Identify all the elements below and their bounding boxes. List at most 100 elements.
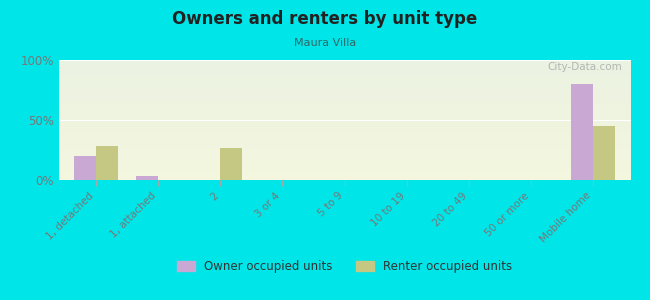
Bar [58, 173, 630, 174]
Bar [58, 129, 630, 130]
Bar [58, 160, 630, 161]
Bar [58, 120, 630, 121]
Bar [58, 81, 630, 82]
Bar [58, 176, 630, 177]
Bar [58, 77, 630, 78]
Bar [58, 168, 630, 169]
Bar [58, 109, 630, 110]
Bar [58, 122, 630, 123]
Bar [58, 170, 630, 171]
Bar [58, 119, 630, 120]
Bar [58, 139, 630, 140]
Bar [58, 72, 630, 73]
Bar [58, 61, 630, 62]
Bar [58, 110, 630, 111]
Bar [58, 116, 630, 117]
Bar [58, 144, 630, 145]
Bar [571, 84, 593, 180]
Bar [58, 115, 630, 116]
Bar [58, 90, 630, 91]
Bar [58, 177, 630, 178]
Bar [58, 145, 630, 146]
Bar [593, 126, 615, 180]
Bar [58, 175, 630, 176]
Bar [58, 114, 630, 115]
Bar [58, 88, 630, 89]
Bar [58, 146, 630, 147]
Bar [58, 105, 630, 106]
Bar [58, 161, 630, 162]
Bar [58, 174, 630, 175]
Bar [58, 179, 630, 180]
Bar [96, 146, 118, 180]
Bar [58, 113, 630, 114]
Bar [58, 142, 630, 143]
Bar [58, 106, 630, 107]
Bar [58, 64, 630, 65]
Text: Owners and renters by unit type: Owners and renters by unit type [172, 11, 478, 28]
Bar [58, 141, 630, 142]
Bar [58, 84, 630, 85]
Bar [58, 162, 630, 163]
Bar [58, 124, 630, 125]
Bar [58, 126, 630, 127]
Bar [58, 103, 630, 104]
Bar [58, 93, 630, 94]
Bar [58, 87, 630, 88]
Bar [58, 167, 630, 168]
Bar [58, 132, 630, 133]
Bar [58, 133, 630, 134]
Bar [58, 136, 630, 137]
Bar [58, 125, 630, 126]
Bar [58, 82, 630, 83]
Bar [58, 169, 630, 170]
Bar [58, 85, 630, 86]
Bar [58, 135, 630, 136]
Text: Maura Villa: Maura Villa [294, 38, 356, 47]
Bar [58, 104, 630, 105]
Bar [58, 107, 630, 108]
Bar [58, 76, 630, 77]
Bar [58, 102, 630, 103]
Bar [58, 95, 630, 96]
Bar [58, 123, 630, 124]
Bar [58, 152, 630, 153]
Bar [58, 164, 630, 165]
Bar [58, 79, 630, 80]
Bar [58, 97, 630, 98]
Bar [58, 148, 630, 149]
Bar [58, 134, 630, 135]
Bar [58, 92, 630, 93]
Bar [58, 147, 630, 148]
Bar [58, 89, 630, 90]
Bar [58, 171, 630, 172]
Bar [58, 69, 630, 70]
Bar [58, 73, 630, 74]
Bar [58, 94, 630, 95]
Bar [58, 111, 630, 112]
Bar [58, 65, 630, 66]
Bar [58, 149, 630, 150]
Bar [58, 86, 630, 87]
Bar [58, 155, 630, 156]
Bar [58, 101, 630, 102]
Bar [58, 83, 630, 84]
Bar [58, 131, 630, 132]
Bar [58, 128, 630, 129]
Legend: Owner occupied units, Renter occupied units: Owner occupied units, Renter occupied un… [172, 256, 517, 278]
Bar [58, 66, 630, 67]
Bar [58, 67, 630, 68]
Bar [58, 63, 630, 64]
Bar [58, 157, 630, 158]
Bar [58, 78, 630, 79]
Bar [58, 159, 630, 160]
Bar [58, 138, 630, 139]
Bar [58, 99, 630, 100]
Bar [58, 62, 630, 63]
Bar [58, 117, 630, 118]
Bar [58, 178, 630, 179]
Bar [58, 172, 630, 173]
Bar [58, 75, 630, 76]
Bar [136, 176, 158, 180]
Bar [58, 127, 630, 128]
